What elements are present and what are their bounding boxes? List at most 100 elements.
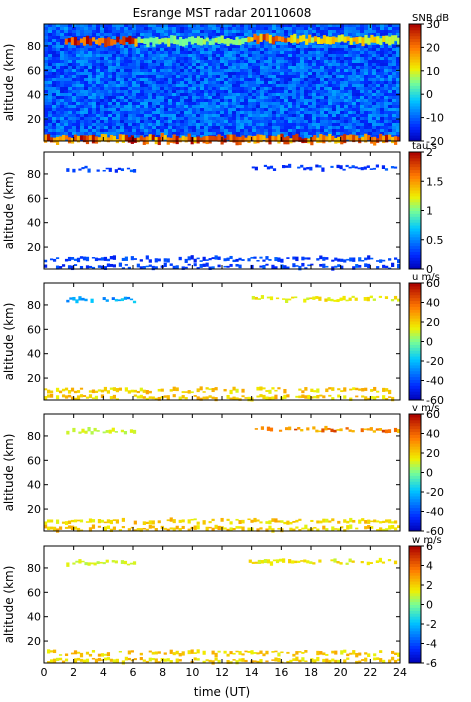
colorbar-cell [409,419,421,424]
y-tick-label: 80 [27,299,41,312]
noise-cell [104,87,108,90]
echo-cell [340,650,344,655]
noise-cell [316,27,320,30]
noise-cell [88,132,92,135]
echo-cell [370,137,374,144]
noise-cell [176,27,180,30]
echo-cell [384,168,389,171]
noise-cell [232,51,236,54]
colorbar-cell [409,449,421,453]
noise-cell [136,24,140,27]
echo-cell [175,525,179,530]
colorbar-cell [409,364,421,369]
echo-cell [337,258,341,262]
noise-cell [212,117,216,120]
echo-cell [343,134,347,144]
echo-cell [272,168,277,171]
echo-cell [286,266,290,270]
colorbar-cell [409,428,421,433]
noise-cell [52,69,56,72]
echo-cell [388,36,392,46]
colorbar-cell [409,184,421,188]
noise-cell [320,24,324,27]
noise-cell [144,102,148,105]
noise-cell [68,36,72,39]
echo-cell [214,255,218,260]
noise-cell [112,84,116,87]
noise-cell [260,129,264,132]
noise-cell [112,120,116,123]
echo-cell [208,659,212,663]
noise-cell [228,114,232,117]
echo-cell [88,265,93,269]
noise-cell [200,51,204,54]
noise-cell [228,93,232,96]
noise-cell [236,87,240,90]
noise-cell [160,51,164,54]
colorbar-cell [409,172,421,176]
noise-cell [276,111,280,114]
noise-cell [388,75,392,78]
noise-cell [112,114,116,117]
noise-cell [344,69,348,72]
echo-cell [124,264,128,266]
noise-cell [104,114,108,117]
noise-cell [276,120,280,123]
noise-cell [248,111,252,114]
colorbar-cell [409,64,421,69]
noise-cell [360,81,364,84]
noise-cell [180,30,184,33]
noise-cell [184,120,188,123]
echo-cell [117,167,121,170]
echo-cell [251,295,255,300]
noise-cell [396,129,400,132]
noise-cell [148,30,152,33]
noise-cell [52,63,56,66]
noise-cell [368,117,372,120]
noise-cell [360,66,364,69]
echo-cell [379,38,383,46]
noise-cell [308,87,312,90]
noise-cell [72,111,76,114]
noise-cell [100,96,104,99]
noise-cell [328,81,332,84]
noise-cell [236,66,240,69]
echo-cell [205,262,209,267]
echo-cell [184,391,188,393]
noise-cell [148,81,152,84]
noise-cell [188,93,192,96]
echo-cell [361,37,365,47]
noise-cell [256,33,260,36]
noise-cell [248,123,252,126]
colorbar-cell [409,446,421,450]
echo-cell [111,427,115,432]
noise-cell [252,66,256,69]
noise-cell [372,24,376,27]
noise-cell [360,45,364,48]
noise-cell [152,117,156,120]
noise-cell [164,105,168,108]
noise-cell [380,75,384,78]
colorbar-cell [409,326,421,331]
noise-cell [92,72,96,75]
noise-cell [64,33,68,36]
noise-cell [180,75,184,78]
noise-cell [104,78,108,81]
noise-cell [132,102,136,105]
noise-cell [148,102,152,105]
echo-cell [91,524,96,529]
noise-cell [288,57,292,60]
noise-cell [332,108,336,111]
noise-cell [280,63,284,66]
noise-cell [376,90,380,93]
noise-cell [216,66,220,69]
noise-cell [188,48,192,51]
noise-cell [72,45,76,48]
noise-cell [188,111,192,114]
echo-cell [337,394,341,398]
noise-cell [348,129,352,132]
echo-cell [266,559,271,564]
noise-cell [272,108,276,111]
noise-cell [340,45,344,48]
noise-cell [308,84,312,87]
